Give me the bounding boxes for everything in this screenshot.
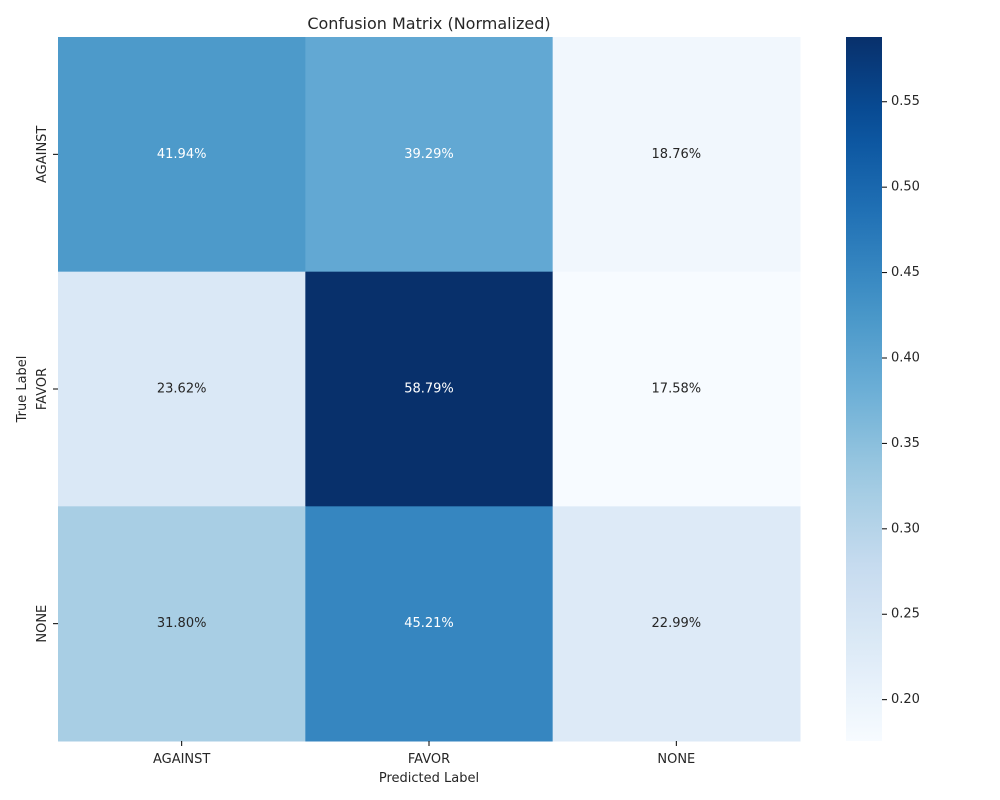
heatmap-cell-labels: 41.94% 39.29% 18.76% 23.62% 58.79% 17.58% 31.8…	[157, 147, 701, 631]
colorbar	[846, 37, 882, 741]
cell-value-label: 22.99%	[652, 616, 702, 631]
chart-title: Confusion Matrix (Normalized)	[307, 14, 550, 33]
heatmap-cells	[58, 37, 801, 742]
y-tick-label: NONE	[35, 605, 50, 643]
cell-value-label: 31.80%	[157, 616, 207, 631]
colorbar-tick-label: 0.25	[891, 607, 920, 622]
heatmap-cell	[305, 271, 554, 507]
heatmap-cell	[58, 506, 306, 742]
cell-value-label: 17.58%	[652, 382, 702, 397]
y-axis-ticks: AGAINST FAVOR NONE	[35, 126, 58, 643]
colorbar-tick-label: 0.40	[891, 350, 920, 365]
cell-value-label: 45.21%	[404, 616, 454, 631]
heatmap-cell	[552, 271, 801, 507]
cell-value-label: 41.94%	[157, 147, 207, 162]
heatmap-cell	[305, 506, 554, 742]
cell-value-label: 58.79%	[404, 382, 454, 397]
colorbar-tick-label: 0.30	[891, 521, 920, 536]
cell-value-label: 18.76%	[652, 147, 702, 162]
y-tick-label: AGAINST	[35, 126, 50, 183]
x-axis-title: Predicted Label	[379, 771, 479, 786]
colorbar-tick-label: 0.20	[891, 692, 920, 707]
colorbar-ticks: 0.20 0.25 0.30 0.35 0.40 0.45 0.50 0.55	[882, 94, 920, 707]
cell-value-label: 23.62%	[157, 382, 207, 397]
heatmap-cell	[552, 506, 801, 742]
y-axis-title: True Label	[15, 356, 30, 424]
heatmap-cell	[305, 37, 554, 273]
heatmap-cell	[58, 271, 306, 507]
x-axis-ticks: AGAINST FAVOR NONE	[153, 741, 695, 767]
colorbar-tick-label: 0.45	[891, 265, 920, 280]
colorbar-tick-label: 0.55	[891, 94, 920, 109]
heatmap-cell	[552, 37, 801, 273]
x-tick-label: FAVOR	[408, 752, 450, 767]
heatmap-cell	[58, 37, 306, 273]
y-tick-label: FAVOR	[35, 368, 50, 410]
cell-value-label: 39.29%	[404, 147, 454, 162]
x-tick-label: NONE	[657, 752, 695, 767]
colorbar-tick-label: 0.50	[891, 180, 920, 195]
x-tick-label: AGAINST	[153, 752, 210, 767]
colorbar-tick-label: 0.35	[891, 436, 920, 451]
